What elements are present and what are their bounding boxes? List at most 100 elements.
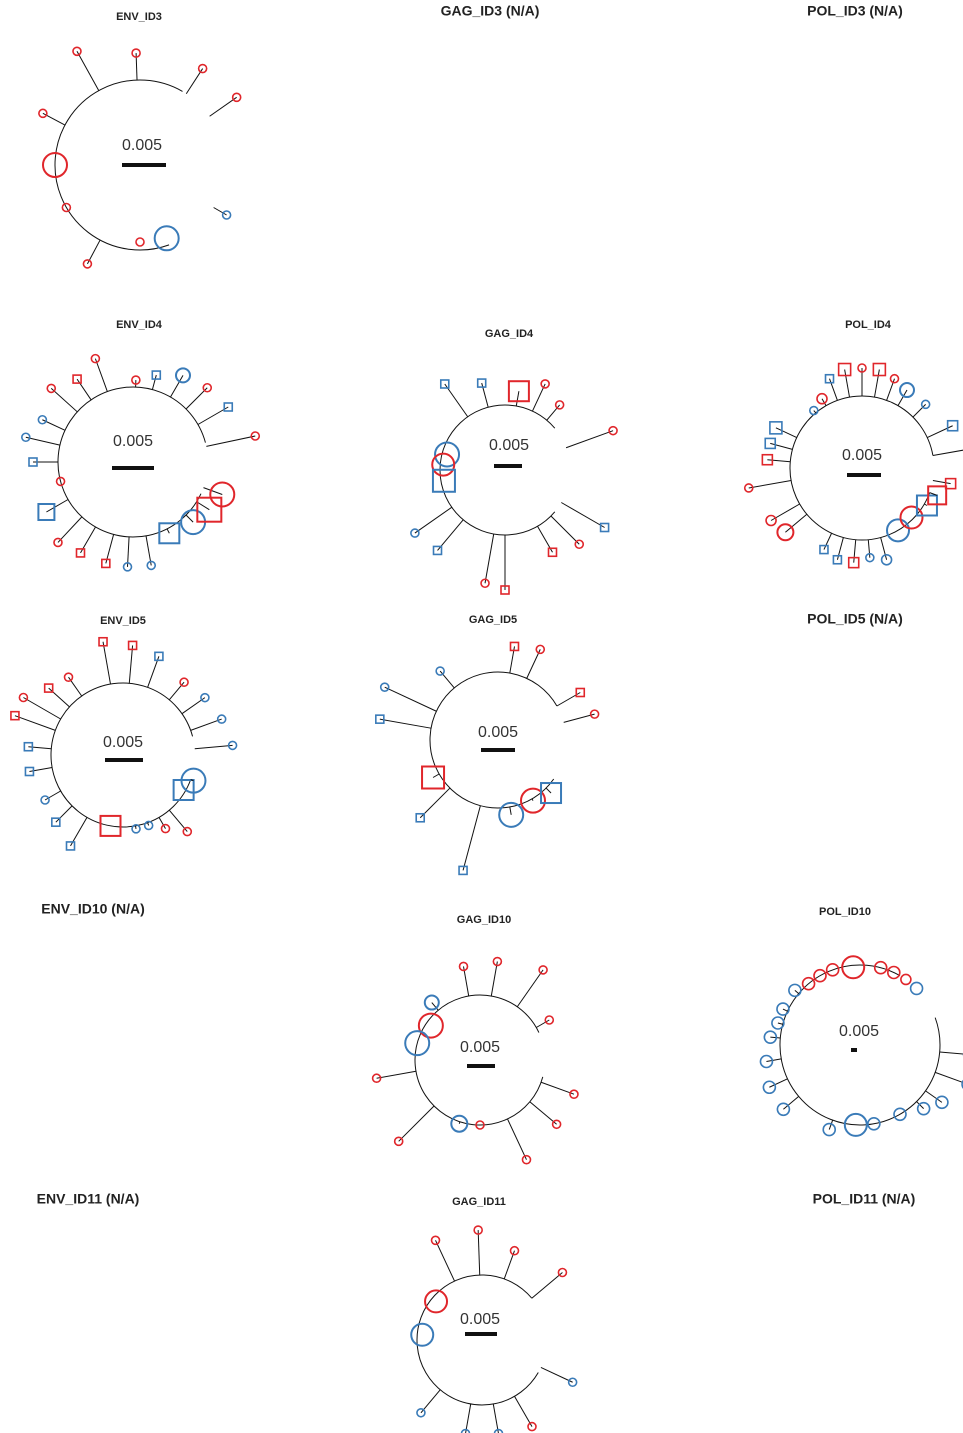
tip-circle <box>153 225 180 252</box>
tip-square <box>24 766 35 777</box>
branch <box>531 1272 563 1299</box>
tip-circle <box>197 63 208 74</box>
tip-circle <box>55 476 66 487</box>
tip-square <box>832 554 843 565</box>
tip-circle <box>492 956 503 967</box>
tip-circle <box>424 1289 449 1314</box>
tip-circle <box>825 963 840 977</box>
tip-circle <box>889 373 900 384</box>
tip-square <box>500 585 510 595</box>
branch <box>507 1118 527 1160</box>
branch <box>127 536 130 567</box>
branch <box>916 1101 924 1109</box>
tip-circle <box>460 1428 471 1433</box>
tip-circle <box>551 1119 562 1130</box>
branch <box>48 687 70 708</box>
tip-circle <box>216 714 227 724</box>
tip-circle <box>371 1073 382 1084</box>
tip-circle <box>544 1015 555 1025</box>
tip-circle <box>843 1112 868 1137</box>
branch <box>546 404 561 421</box>
tip-circle <box>37 414 48 425</box>
tip-circle <box>527 1421 537 1432</box>
tip-circle <box>393 1136 404 1147</box>
tip-square <box>28 457 38 467</box>
tip-square <box>196 496 223 523</box>
branch <box>785 513 808 533</box>
scale-label: 0.005 <box>478 724 518 741</box>
tip-circle <box>498 801 525 828</box>
tip-circle <box>458 961 469 972</box>
tip-circle <box>520 787 546 814</box>
branch <box>767 459 791 463</box>
tip-circle <box>221 210 232 220</box>
branch <box>135 825 137 829</box>
tip-circle <box>567 1377 578 1388</box>
tip-circle <box>763 1030 778 1044</box>
branch <box>929 492 938 496</box>
tip-circle <box>146 560 157 571</box>
tip-circle <box>179 677 189 688</box>
tip-square <box>375 714 385 724</box>
branch <box>813 410 817 414</box>
tip-square <box>37 503 56 521</box>
tree-backbone <box>429 671 558 809</box>
tip-circle <box>42 152 68 178</box>
tip-circle <box>404 1030 431 1057</box>
tip-square <box>151 370 162 380</box>
tip-circle <box>822 1122 837 1137</box>
tip-circle <box>160 823 171 834</box>
branch <box>935 1071 963 1084</box>
branch <box>563 713 595 723</box>
branch <box>194 744 233 750</box>
branch <box>775 427 797 439</box>
tip-circle <box>227 740 238 751</box>
branch <box>203 487 223 495</box>
tip-square <box>458 865 468 876</box>
branch <box>23 697 61 720</box>
tip-square <box>540 782 563 805</box>
branch <box>748 480 792 489</box>
tip-circle <box>46 383 57 394</box>
tree-backbone <box>779 964 941 1126</box>
tip-square <box>23 741 34 752</box>
tip-circle <box>410 528 420 538</box>
tip-circle <box>887 965 901 980</box>
tip-circle <box>801 976 816 991</box>
branch <box>206 435 256 447</box>
tip-circle <box>61 202 72 213</box>
panel-title: ENV_ID3 <box>116 11 162 23</box>
tip-circle <box>53 537 63 548</box>
tip-circle <box>180 767 207 794</box>
tip-square <box>507 380 530 403</box>
tip-circle <box>143 820 154 831</box>
tip-circle <box>873 960 888 975</box>
branch <box>777 1022 783 1025</box>
branch <box>128 645 134 684</box>
scale-label: 0.005 <box>489 437 529 454</box>
branch <box>770 442 793 450</box>
branch <box>170 375 184 398</box>
tip-circle <box>509 1245 520 1256</box>
tip-circle <box>743 483 754 493</box>
branch <box>545 787 552 794</box>
tip-circle <box>417 1012 444 1039</box>
tip-circle <box>920 399 931 410</box>
branch <box>509 806 512 815</box>
tip-square <box>439 379 450 389</box>
branch <box>431 1002 439 1011</box>
panel-title: ENV_ID10 (N/A) <box>41 901 144 917</box>
tip-circle <box>416 1407 426 1418</box>
tip-square <box>824 373 835 384</box>
branch <box>484 533 495 584</box>
tip-square <box>72 374 82 384</box>
tip-square <box>127 640 138 651</box>
tip-circle <box>410 1322 435 1347</box>
tip-circle <box>808 405 819 416</box>
scale-label: 0.005 <box>842 447 882 464</box>
branch <box>782 1008 788 1012</box>
branch <box>853 539 857 563</box>
tip-square <box>819 544 829 555</box>
tree-backbone <box>789 395 934 541</box>
